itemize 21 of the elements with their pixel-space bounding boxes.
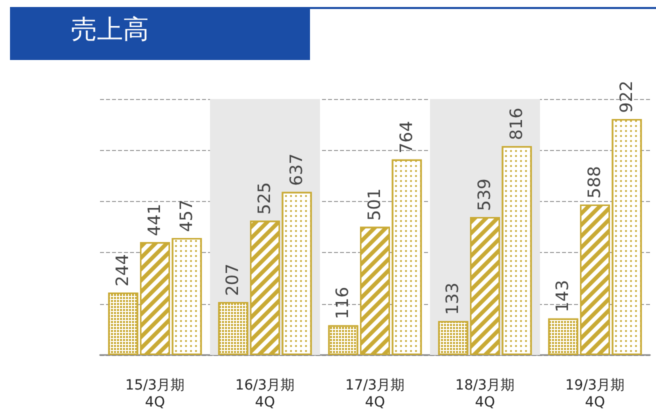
data-label: 922: [616, 80, 637, 113]
data-label: 457: [176, 200, 197, 232]
data-label: 539: [475, 178, 495, 212]
x-tick-label: 17/3月期 4Q: [345, 378, 405, 410]
data-label: 116: [333, 286, 354, 320]
chart-title: 売上高: [71, 15, 149, 45]
data-label: 816: [506, 108, 527, 140]
data-label: 143: [553, 280, 574, 312]
data-label: 525: [255, 182, 275, 215]
data-label: 207: [223, 264, 244, 296]
data-label: 501: [365, 188, 385, 221]
data-label: 441: [145, 204, 165, 236]
data-label: 133: [443, 282, 464, 315]
data-label: 588: [585, 166, 605, 198]
x-tick-label: 18/3月期 4Q: [455, 378, 515, 410]
data-label: 764: [396, 120, 417, 154]
data-label: 244: [113, 254, 134, 287]
x-tick-label: 19/3月期 4Q: [565, 378, 625, 410]
data-label: 637: [286, 153, 307, 186]
x-tick-label: 15/3月期 4Q: [125, 378, 185, 410]
x-tick-label: 16/3月期 4Q: [235, 378, 295, 410]
